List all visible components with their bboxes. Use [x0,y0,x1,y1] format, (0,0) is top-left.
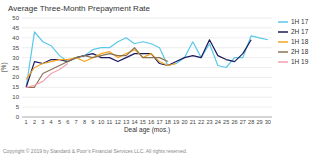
legend-swatch [278,61,288,63]
x-tick-label: 12 [115,119,121,125]
legend-label: 1H 19 [291,58,309,65]
grid-line [22,107,272,108]
x-tick-label: 4 [50,119,53,125]
x-tick-label: 19 [173,119,179,125]
x-tick-label: 27 [240,119,246,125]
legend-label: 1H 18 [291,38,309,45]
x-tick-label: 21 [190,119,196,125]
x-tick-label: 13 [123,119,129,125]
y-tick-label: 20 [12,74,19,80]
y-tick-label: 15 [12,84,19,90]
series-line [26,40,251,88]
x-tick-label: 26 [231,119,237,125]
grid-line [22,77,272,78]
x-tick-label: 10 [98,119,104,125]
series-line [26,32,268,87]
y-axis-label: (%) [0,62,8,72]
x-tick-label: 29 [256,119,262,125]
series-line [26,64,68,88]
grid-line [22,47,272,48]
grid-line [22,18,272,19]
legend-label: 2H 17 [291,28,309,35]
y-tick-label: 35 [12,45,19,51]
legend-swatch [278,41,288,43]
chart: 0510152025303540455012345678910111213141… [0,0,322,156]
series-line [26,48,168,88]
x-tick-label: 28 [248,119,254,125]
y-tick-label: 0 [16,114,20,120]
plot-area [26,32,268,87]
x-tick-label: 6 [66,119,69,125]
x-tick-label: 14 [131,119,137,125]
copyright: Copyright © 2019 by Standard & Poor’s Fi… [3,148,187,154]
x-axis-line [22,117,272,118]
x-tick-label: 18 [165,119,171,125]
y-tick-label: 25 [12,65,19,71]
y-tick-label: 10 [12,94,19,100]
grid-line [22,67,272,68]
x-tick-label: 3 [41,119,44,125]
grid-line [22,87,272,88]
grid-line [22,117,272,118]
x-tick-label: 9 [91,119,94,125]
x-tick-label: 17 [156,119,162,125]
x-tick-label: 20 [181,119,187,125]
series-line [26,50,176,80]
x-tick-label: 25 [223,119,229,125]
y-tick-label: 50 [12,15,19,21]
grid-line [22,37,272,38]
y-tick-label: 30 [12,55,19,61]
x-tick-label: 1 [25,119,28,125]
x-tick-label: 11 [107,119,113,125]
legend-swatch [278,31,288,33]
grid-line [22,97,272,98]
x-tick-label: 5 [58,119,61,125]
x-tick-label: 2 [33,119,36,125]
legend-swatch [278,51,288,53]
x-tick-label: 23 [206,119,212,125]
x-tick-label: 15 [140,119,146,125]
y-tick-label: 40 [12,35,19,41]
x-tick-label: 22 [198,119,204,125]
title: Average Three-Month Prepayment Rate [8,4,151,13]
x-tick-label: 7 [75,119,78,125]
x-tick-label: 24 [215,119,221,125]
y-tick-label: 45 [12,25,19,31]
x-tick-label: 30 [265,119,271,125]
y-tick-label: 5 [16,104,20,110]
x-tick-label: 8 [83,119,86,125]
legend-label: 2H 18 [291,48,309,55]
legend-label: 1H 17 [291,18,309,25]
legend-swatch [278,21,288,23]
x-tick-label: 16 [148,119,154,125]
x-axis-label: Deal age (mos.) [124,126,170,134]
grid-line [22,27,272,28]
